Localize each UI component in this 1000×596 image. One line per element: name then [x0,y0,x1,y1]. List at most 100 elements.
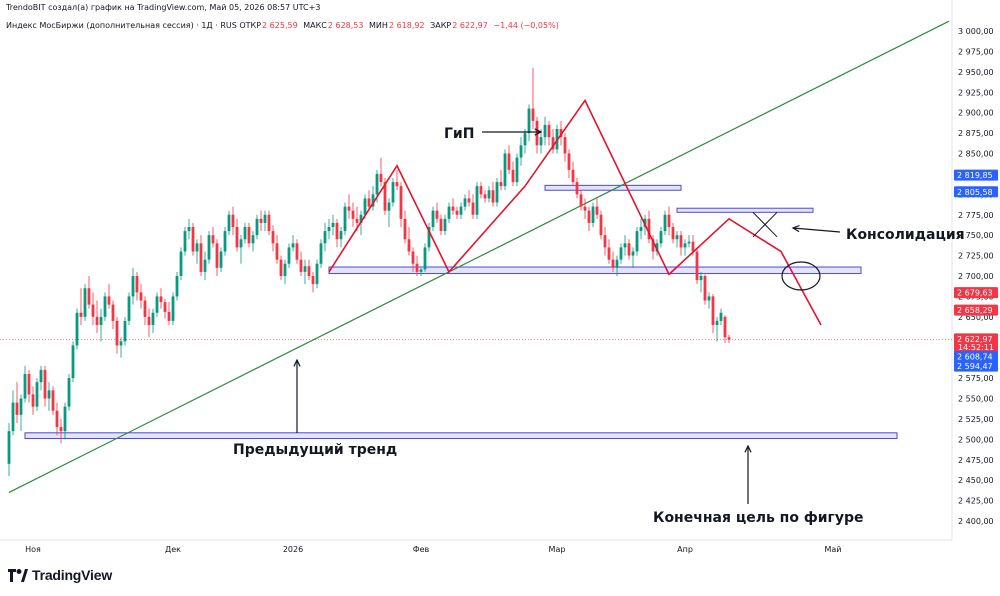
candle [419,269,423,272]
candle [127,296,131,321]
y-tick-label: 2 950,00 [958,68,994,77]
candle [487,190,491,199]
candle [715,320,719,325]
candle [31,394,35,407]
candle [215,243,219,268]
candle [443,218,447,232]
candle [547,124,551,138]
candle [43,369,47,399]
candle [355,218,359,223]
candle [159,296,163,303]
candle [223,231,227,252]
instrument-name[interactable]: Индекс МосБиржи (дополнительная сессия) … [6,21,237,30]
candle [199,243,203,272]
candle [155,296,159,313]
candle [583,206,587,211]
candle [235,227,239,248]
y-tick-label: 2 650,00 [958,313,994,322]
candle [719,312,723,321]
candle [671,227,675,240]
candle [335,222,339,240]
high-label: МАКС [303,21,327,30]
y-tick-label: 2 425,00 [958,497,994,506]
candle [231,214,235,227]
candle [415,263,419,272]
candle [535,120,539,146]
candle [191,227,195,252]
candle [599,214,603,236]
candle [19,398,23,415]
annotation-arrow [792,227,841,233]
candle [411,251,415,264]
candle [379,173,383,183]
candle [451,206,455,211]
consolidation-mark [752,211,778,238]
candle [347,206,351,211]
tradingview-logo-icon [8,568,28,582]
y-tick-label: 2 725,00 [958,252,994,261]
candle [543,124,547,138]
candle [507,153,511,170]
candle [255,218,259,236]
y-tick-label: 2 750,00 [958,231,994,240]
candle [395,182,399,187]
candle [483,194,487,199]
candle [79,312,83,317]
candle [619,247,623,260]
candle [591,206,595,223]
candle [667,214,671,227]
candle [287,247,291,264]
candle [59,427,63,432]
y-tick-label: 2 400,00 [958,517,994,526]
candle [595,206,599,215]
candle [503,153,507,187]
y-tick-label: 2 575,00 [958,374,994,383]
candle [271,231,275,244]
annotation-target: Конечная цель по фигуре [653,510,864,526]
candle [131,276,135,297]
candle [331,222,335,227]
candle [47,390,51,399]
candle [71,345,75,379]
candle [579,194,583,207]
candle [519,145,523,158]
x-tick-label: Фев [413,545,430,554]
close-value: 2 622,97 [452,21,488,30]
candle [475,186,479,215]
candle [27,374,31,395]
candle [523,133,527,146]
candle [675,235,679,240]
candle [527,108,531,134]
candle [103,296,107,317]
candle [447,206,451,219]
candle [55,410,59,428]
candle [63,406,67,432]
candle [691,241,695,252]
candle [75,312,79,346]
candle [703,276,707,301]
candle [587,210,591,223]
open-label: ОТКР [239,21,262,30]
price-label: 2 819,85 [957,171,993,180]
price-label-box [954,351,998,363]
head-shoulders-pattern [328,98,822,326]
candle [431,210,435,227]
candle [243,227,247,240]
candle [399,186,403,219]
candle [23,374,27,399]
price-label-box [954,287,998,299]
candle [371,194,375,207]
candle [427,227,431,248]
candle [603,235,607,248]
candle [323,231,327,244]
candle [471,202,475,215]
candle [187,227,191,232]
price-label: 2 608,74 [957,353,993,362]
tradingview-brand[interactable]: TradingView [8,567,112,583]
candle [387,202,391,211]
y-tick-label: 2 900,00 [958,109,994,118]
candle [171,296,175,321]
candle [35,382,39,407]
candle [179,251,183,276]
